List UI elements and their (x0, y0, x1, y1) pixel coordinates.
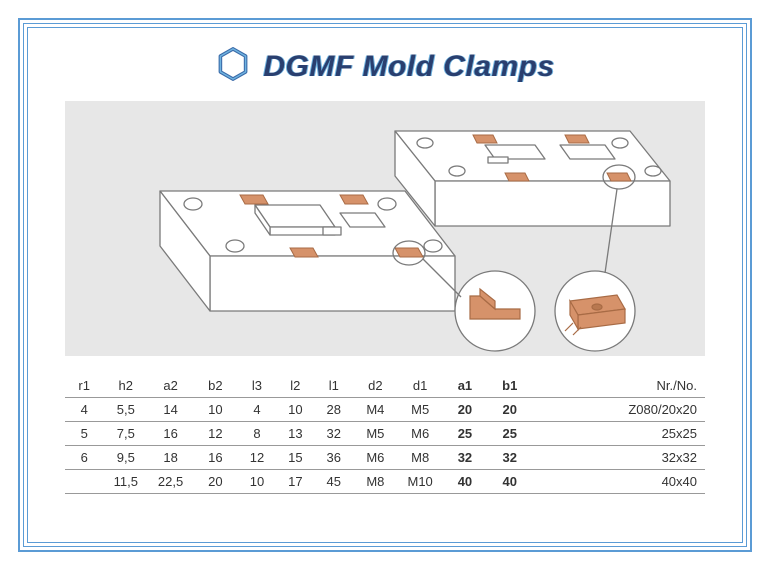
col-header: h2 (103, 374, 148, 398)
table-row: 45,5141041028M4M52020Z080/20x20 (65, 398, 705, 422)
table-cell (65, 470, 103, 494)
table-cell: 32x32 (532, 446, 705, 470)
table-cell: 14 (148, 398, 193, 422)
table-cell: 4 (238, 398, 276, 422)
table-cell: 18 (148, 446, 193, 470)
col-header: l1 (315, 374, 353, 398)
table-cell: 12 (193, 422, 238, 446)
table-cell: 32 (487, 446, 532, 470)
table-cell: 7,5 (103, 422, 148, 446)
table-cell: 25 (443, 422, 488, 446)
table-cell: 10 (276, 398, 314, 422)
table-cell: 11,5 (103, 470, 148, 494)
table-row: 69,51816121536M6M8323232x32 (65, 446, 705, 470)
table-cell: 6 (65, 446, 103, 470)
col-header: a2 (148, 374, 193, 398)
table-cell: 13 (276, 422, 314, 446)
table-cell: 25 (487, 422, 532, 446)
table-cell: 32 (315, 422, 353, 446)
table-cell: 20 (443, 398, 488, 422)
table-row: 11,522,520101745M8M10404040x40 (65, 470, 705, 494)
col-header: Nr./No. (532, 374, 705, 398)
table-cell: 8 (238, 422, 276, 446)
table-cell: 10 (193, 398, 238, 422)
table-cell: 20 (487, 398, 532, 422)
table-cell: 32 (443, 446, 488, 470)
table-cell: M8 (398, 446, 443, 470)
brand-name: DGMF Mold Clamps (263, 50, 554, 84)
col-header: l3 (238, 374, 276, 398)
table-cell: 20 (193, 470, 238, 494)
table-cell: M8 (353, 470, 398, 494)
table-cell: 16 (148, 422, 193, 446)
table-cell: 36 (315, 446, 353, 470)
col-header: b1 (487, 374, 532, 398)
table-cell: 40x40 (532, 470, 705, 494)
table-cell: 45 (315, 470, 353, 494)
col-header: d2 (353, 374, 398, 398)
table-cell: M4 (353, 398, 398, 422)
table-cell: 4 (65, 398, 103, 422)
table-cell: 12 (238, 446, 276, 470)
table-cell: M5 (398, 398, 443, 422)
col-header: r1 (65, 374, 103, 398)
table-cell: 5,5 (103, 398, 148, 422)
table-cell: Z080/20x20 (532, 398, 705, 422)
logo-icon (215, 46, 251, 87)
table-cell: 16 (193, 446, 238, 470)
table-cell: 9,5 (103, 446, 148, 470)
col-header: b2 (193, 374, 238, 398)
table-cell: M6 (398, 422, 443, 446)
table-cell: M10 (398, 470, 443, 494)
product-diagram (65, 101, 705, 356)
table-cell: 22,5 (148, 470, 193, 494)
table-cell: 40 (487, 470, 532, 494)
brand-header: DGMF Mold Clamps (215, 28, 554, 101)
table-cell: 25x25 (532, 422, 705, 446)
table-cell: 17 (276, 470, 314, 494)
table-cell: 15 (276, 446, 314, 470)
table-cell: M5 (353, 422, 398, 446)
table-row: 57,5161281332M5M6252525x25 (65, 422, 705, 446)
col-header: l2 (276, 374, 314, 398)
table-cell: 5 (65, 422, 103, 446)
table-cell: 28 (315, 398, 353, 422)
table-cell: 10 (238, 470, 276, 494)
spec-table: r1h2a2b2l3l2l1d2d1a1b1Nr./No. 45,5141041… (65, 374, 705, 494)
table-cell: M6 (353, 446, 398, 470)
col-header: d1 (398, 374, 443, 398)
col-header: a1 (443, 374, 488, 398)
table-cell: 40 (443, 470, 488, 494)
